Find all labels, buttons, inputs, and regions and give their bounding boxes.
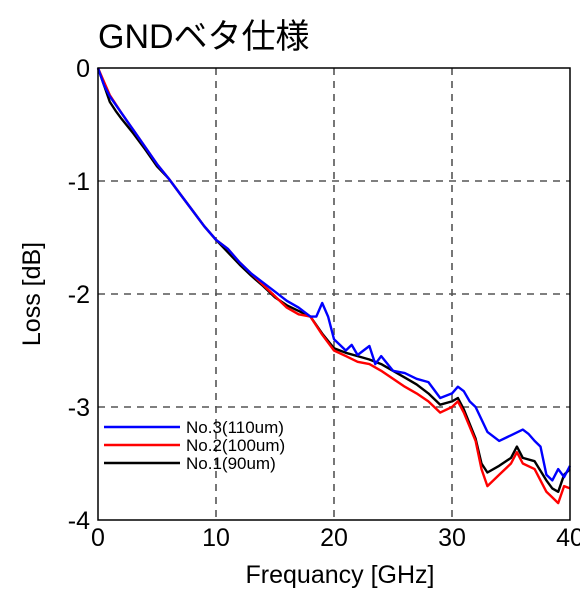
y-tick-label: 0 — [76, 55, 90, 83]
x-tick-label: 40 — [556, 524, 580, 552]
grid-lines — [98, 68, 570, 520]
x-tick-label: 20 — [320, 524, 348, 552]
series-line — [96, 67, 572, 482]
legend-label: No.3(110um) — [186, 418, 284, 437]
x-tick-label: 0 — [91, 524, 105, 552]
x-tick-label: 30 — [438, 524, 466, 552]
chart-title: GNDベタ仕様 — [98, 18, 310, 56]
x-tick-label: 10 — [202, 524, 230, 552]
plot-frame — [97, 67, 571, 521]
legend-label: No.2(100um) — [186, 436, 285, 455]
y-tick-label: -1 — [68, 168, 90, 196]
y-tick-label: -4 — [68, 507, 90, 535]
legend: No.3(110um)No.2(100um)No.1(90um) — [104, 418, 285, 473]
series-lines — [96, 67, 572, 505]
legend-label: No.1(90um) — [186, 454, 276, 473]
tick-labels: 0 10 20 30 40 0 -1 -2 -3 -4 — [68, 55, 580, 552]
y-axis-label: Loss [dB] — [18, 242, 46, 346]
y-tick-label: -2 — [68, 281, 90, 309]
x-axis-label: Frequancy [GHz] — [246, 561, 435, 589]
y-tick-label: -3 — [68, 394, 90, 422]
